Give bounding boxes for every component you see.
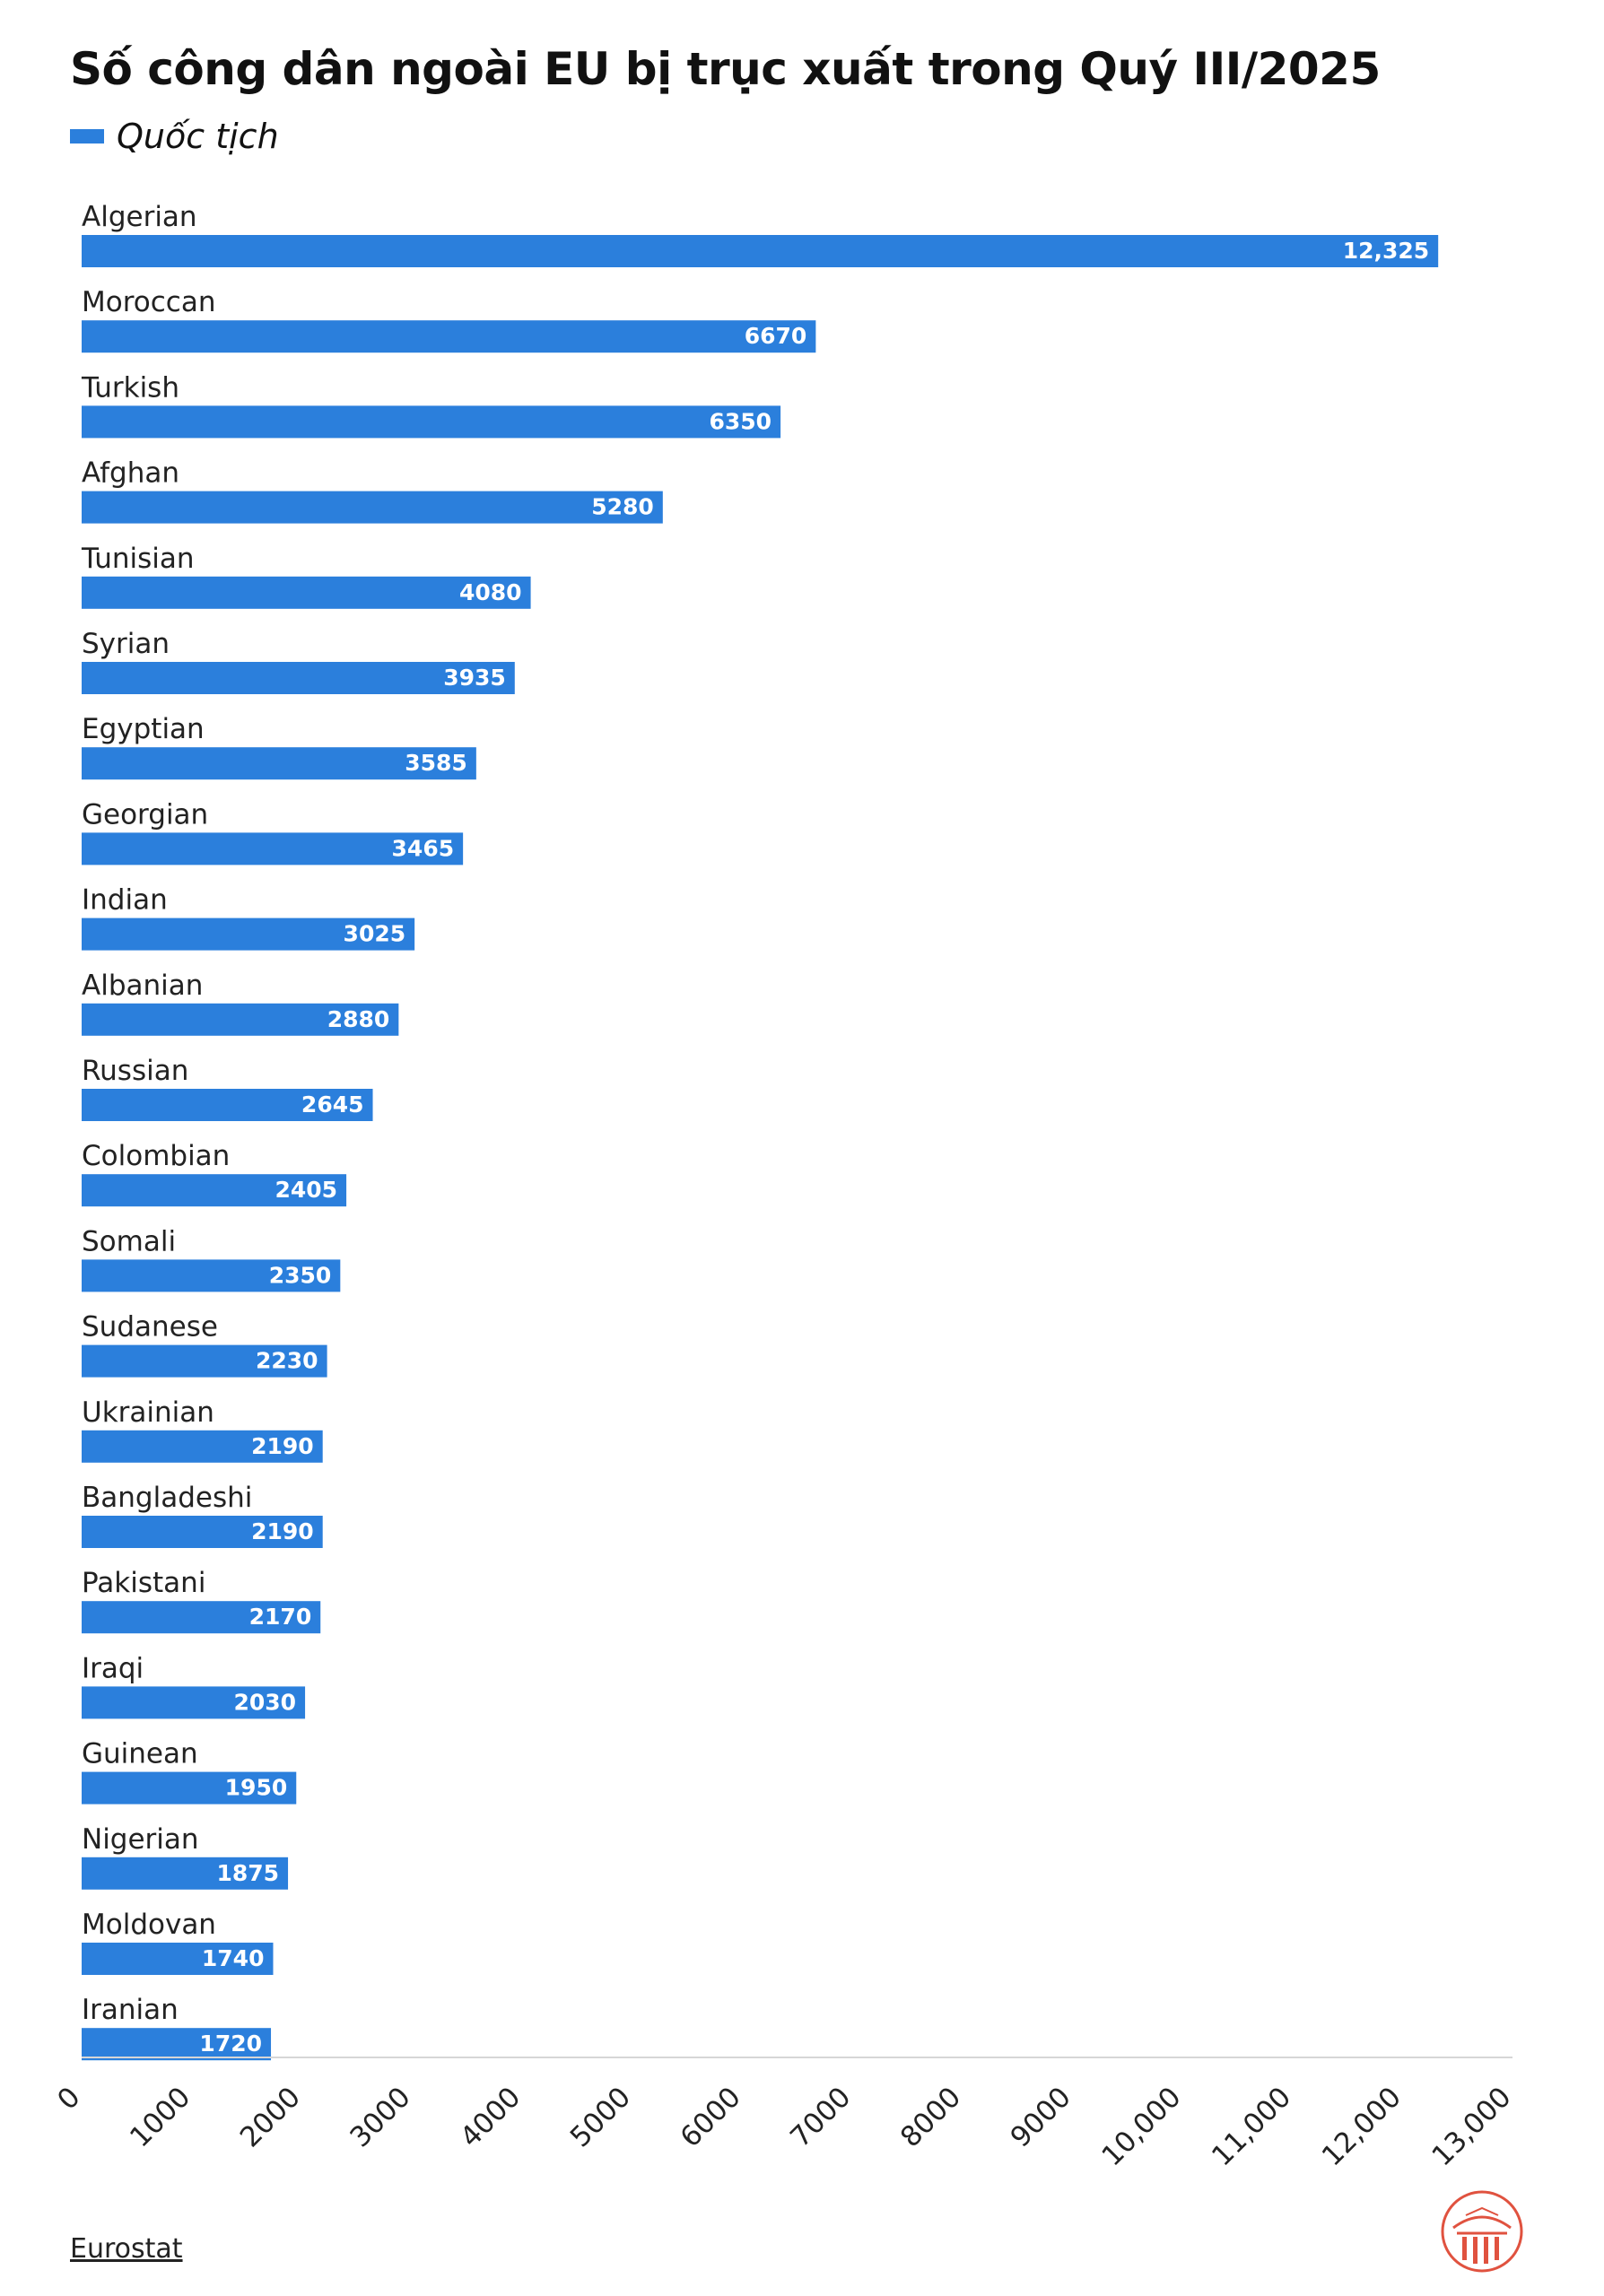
category-label: Colombian: [82, 1140, 230, 1172]
category-label: Indian: [82, 884, 168, 917]
x-tick-label: 6000: [675, 2081, 747, 2153]
x-tick-label: 2000: [234, 2081, 307, 2153]
category-label: Turkish: [81, 371, 179, 404]
bar: [82, 1259, 341, 1292]
data-label: 6350: [710, 408, 772, 434]
data-label: 2230: [256, 1348, 318, 1374]
x-tick-label: 11,000: [1206, 2081, 1297, 2172]
data-label: 1740: [202, 1945, 265, 1971]
bar: [82, 1516, 323, 1548]
chart-title: Số công dân ngoài EU bị trục xuất trong …: [70, 43, 1381, 95]
category-label: Pakistani: [82, 1567, 205, 1599]
legend: Quốc tịch: [70, 117, 279, 156]
data-label: 2170: [249, 1604, 312, 1630]
x-tick-label: 3000: [344, 2081, 416, 2153]
legend-swatch: [70, 129, 104, 144]
x-tick-label: 8000: [894, 2081, 967, 2153]
publisher-logo-icon: [1441, 2190, 1523, 2273]
source-link[interactable]: Eurostat: [70, 2233, 183, 2265]
data-label: 1950: [225, 1775, 288, 1801]
category-label: Albanian: [82, 970, 203, 1002]
data-label: 4080: [459, 579, 522, 605]
category-label: Tunisian: [81, 543, 195, 575]
bar: [82, 1686, 306, 1719]
category-label: Guinean: [82, 1738, 198, 1770]
bar: [82, 1089, 373, 1121]
x-tick-label: 7000: [784, 2081, 857, 2153]
data-label: 3465: [392, 835, 455, 861]
category-label: Sudanese: [82, 1311, 218, 1344]
bar: [82, 1174, 347, 1207]
category-label: Moroccan: [82, 286, 215, 318]
bar: [82, 2028, 272, 2061]
x-tick-label: 10,000: [1095, 2081, 1187, 2172]
data-label: 1875: [216, 1860, 279, 1886]
category-label: Bangladeshi: [82, 1482, 252, 1514]
data-label: 1720: [199, 2031, 262, 2057]
bar-chart: Algerian 12,325 Moroccan 6670 Turkish 6350 Afg…: [51, 201, 1517, 2172]
data-label: 5280: [591, 494, 654, 520]
data-label: 12,325: [1343, 238, 1429, 264]
category-label: Afghan: [82, 457, 179, 490]
category-label: Somali: [82, 1225, 176, 1257]
bar: [82, 1003, 399, 1036]
bar: [82, 918, 415, 951]
category-label: Moldovan: [82, 1909, 216, 1941]
bar: [82, 832, 464, 865]
x-tick-label: 12,000: [1316, 2081, 1408, 2172]
data-label: 2190: [251, 1433, 314, 1459]
bar: [82, 1943, 274, 1975]
bar: [82, 491, 663, 524]
category-label: Egyptian: [82, 713, 205, 745]
legend-label: Quốc tịch: [117, 117, 279, 156]
x-tick-label: 1000: [124, 2081, 196, 2153]
bar: [82, 1771, 297, 1805]
data-label: 2350: [269, 1262, 332, 1288]
category-label: Iraqi: [82, 1652, 144, 1684]
bar: [82, 1857, 289, 1890]
data-label: 2190: [251, 1518, 314, 1544]
category-label: Nigerian: [82, 1823, 199, 1856]
category-label: Iranian: [82, 1994, 179, 2026]
x-tick-label: 5000: [564, 2081, 637, 2153]
category-label: Russian: [82, 1055, 188, 1087]
bar: [82, 405, 781, 439]
data-label: 3025: [344, 921, 406, 947]
data-label: 2030: [233, 1689, 296, 1715]
x-tick-label: 9000: [1005, 2081, 1077, 2153]
category-label: Ukrainian: [82, 1396, 214, 1429]
data-label: 6670: [745, 323, 807, 349]
category-label: Algerian: [82, 201, 197, 233]
bar: [82, 576, 531, 609]
category-label: Syrian: [82, 628, 170, 660]
x-tick-label: 4000: [454, 2081, 527, 2153]
category-label: Georgian: [82, 798, 208, 831]
bar: [82, 662, 515, 694]
data-label: 2405: [275, 1177, 337, 1203]
bar: [82, 320, 816, 353]
x-tick-label: 0: [51, 2081, 86, 2116]
data-label: 2645: [301, 1091, 364, 1118]
data-label: 3935: [443, 665, 506, 691]
bar: [82, 235, 1439, 267]
data-label: 3585: [405, 750, 467, 776]
bar: [82, 1430, 323, 1463]
data-label: 2880: [327, 1006, 390, 1032]
x-tick-label: 13,000: [1425, 2081, 1517, 2172]
bar: [82, 747, 476, 780]
bar: [82, 1601, 321, 1634]
bar: [82, 1344, 327, 1378]
